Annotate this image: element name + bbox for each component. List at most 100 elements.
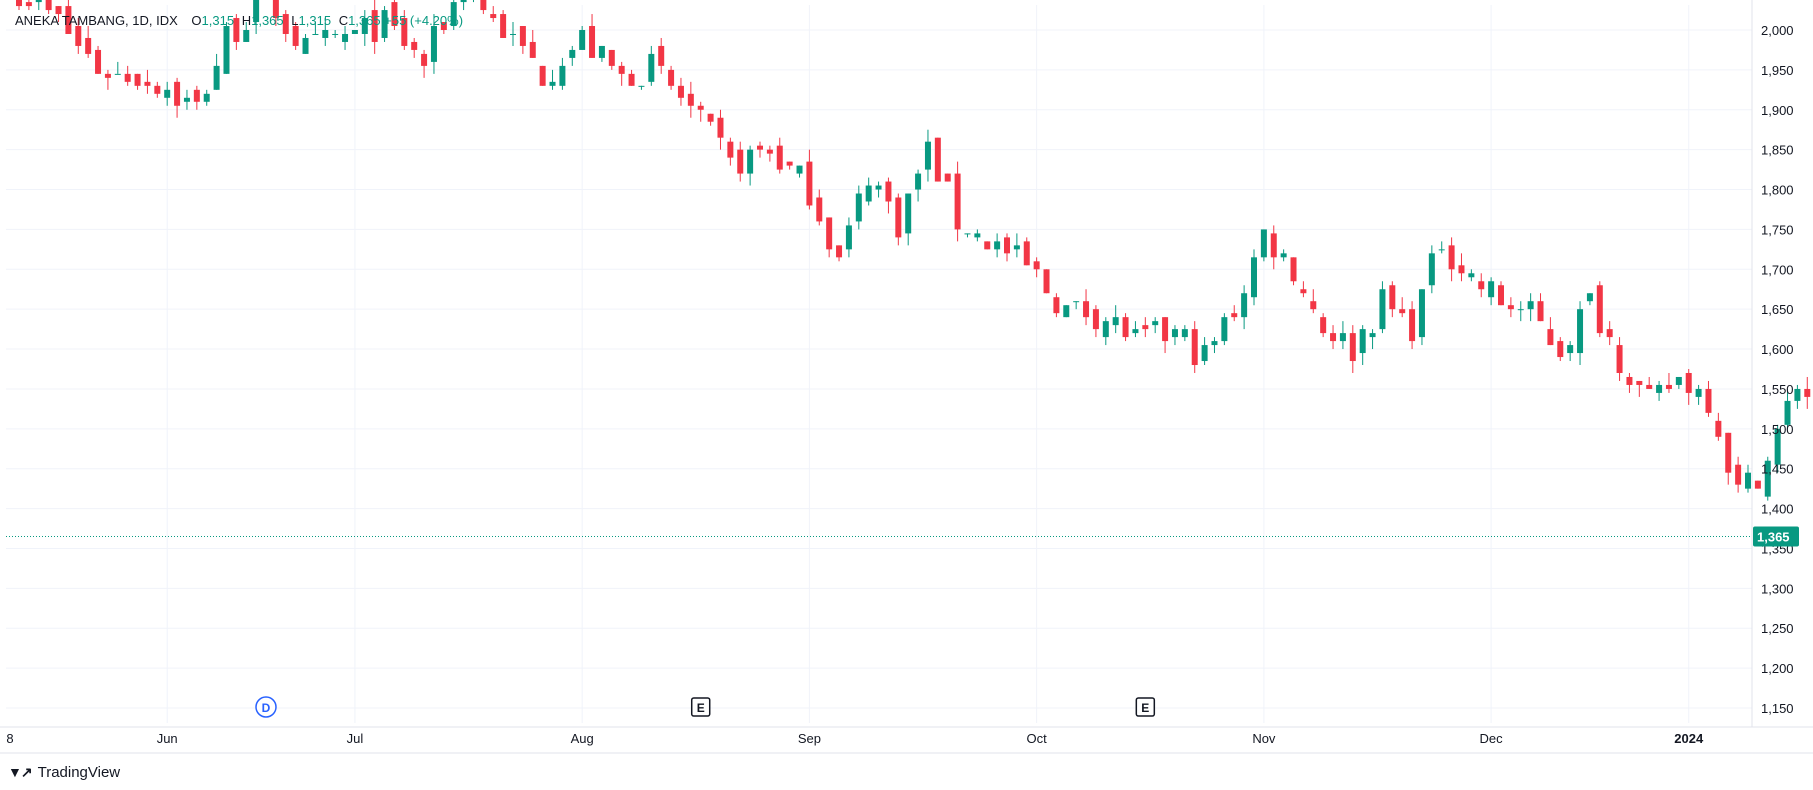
candle-body [539, 65, 546, 86]
dividend-event-marker[interactable]: D [255, 696, 277, 718]
last-price-badge [1753, 526, 1799, 547]
x-tick-label: Sep [798, 731, 821, 746]
last-price: 1,365 [6, 526, 1799, 547]
candle-body [717, 117, 724, 138]
candle [915, 169, 922, 202]
candle [1122, 313, 1129, 342]
candle [1330, 325, 1337, 350]
y-tick-label: 1,750 [1761, 222, 1794, 237]
candle [608, 49, 615, 70]
candle-body [826, 217, 833, 250]
candle [944, 173, 951, 182]
candle-body [1379, 289, 1386, 330]
dividend-icon [255, 696, 277, 718]
candle [292, 22, 299, 50]
candle [450, 0, 457, 30]
candle [885, 177, 892, 214]
candle-body [35, 0, 42, 3]
candle-body [1488, 281, 1495, 298]
open-key: O [191, 13, 202, 28]
candle [1725, 432, 1732, 485]
candle-body [1685, 372, 1692, 393]
candle-body [1764, 460, 1771, 497]
candle [1577, 301, 1584, 366]
event-markers[interactable]: DEEEED⚡ [255, 696, 1813, 718]
candle [855, 185, 862, 230]
candle-body [668, 69, 675, 86]
candle [460, 0, 467, 11]
tradingview-logo[interactable]: ▼↗ TradingView [8, 764, 120, 781]
candle-body [895, 197, 902, 238]
candle-body [1013, 245, 1020, 250]
candle-body [1448, 245, 1455, 270]
candle [1517, 301, 1524, 322]
high-value: 1,365 [251, 13, 284, 28]
candle-body [411, 41, 418, 50]
candle [1004, 233, 1010, 262]
y-tick-label: 1,400 [1761, 502, 1794, 517]
candle-body [480, 0, 487, 11]
candle [1171, 325, 1178, 346]
candle-body [1112, 317, 1119, 326]
x-tick-label: Oct [1027, 731, 1048, 746]
candle-body [1221, 317, 1228, 342]
candle-body [569, 49, 576, 58]
candle [1241, 285, 1248, 330]
candle-body [1656, 384, 1663, 393]
candle-body [1063, 305, 1070, 318]
candle [1181, 325, 1188, 342]
legend: ANEKA TAMBANG, 1D, IDX O1,315 H1,365 L1,… [15, 13, 463, 28]
candle-body [875, 185, 882, 190]
candle [1745, 464, 1751, 493]
candle-body [766, 149, 773, 154]
candle-body [974, 233, 981, 238]
candle [1428, 245, 1435, 294]
candle [401, 10, 408, 50]
candle-body [1715, 420, 1722, 437]
candle [421, 49, 428, 78]
candle-body [1409, 309, 1416, 342]
candle [1310, 289, 1317, 314]
candle [1162, 317, 1169, 354]
candle [1320, 313, 1327, 338]
candle-body [213, 65, 220, 90]
symbol-label[interactable]: ANEKA TAMBANG, 1D, IDX [15, 13, 178, 28]
candle [717, 109, 724, 150]
candle [1053, 293, 1060, 318]
earnings-event-marker[interactable]: E [690, 697, 711, 717]
candle-body [1547, 329, 1554, 346]
earnings-event-marker[interactable]: E [1135, 697, 1156, 717]
candle [905, 193, 912, 246]
candle [1754, 480, 1761, 489]
candle [737, 141, 744, 182]
candle-body [648, 53, 655, 82]
candle [391, 0, 398, 30]
candle-body [401, 18, 408, 46]
candle [924, 129, 931, 182]
candle [1557, 337, 1564, 362]
candle [1112, 305, 1119, 334]
candle [302, 33, 309, 54]
candle [500, 10, 507, 38]
candle-body [1092, 309, 1099, 330]
candle [1379, 281, 1386, 334]
candle-body [381, 10, 388, 38]
candle-body [85, 37, 92, 54]
close-value: 1,365 [348, 13, 381, 28]
candle [440, 22, 447, 34]
candle [648, 45, 655, 86]
candle [628, 69, 635, 86]
candle [223, 22, 230, 74]
candle-body [1705, 388, 1712, 413]
candle [1073, 301, 1080, 310]
candle [95, 45, 102, 74]
candle-body [1418, 289, 1425, 338]
candle-body [628, 73, 635, 86]
y-tick-label: 1,950 [1761, 63, 1794, 78]
candle [836, 245, 843, 262]
candle [1458, 253, 1465, 282]
candle-body [55, 6, 62, 15]
candle-body [114, 73, 121, 75]
